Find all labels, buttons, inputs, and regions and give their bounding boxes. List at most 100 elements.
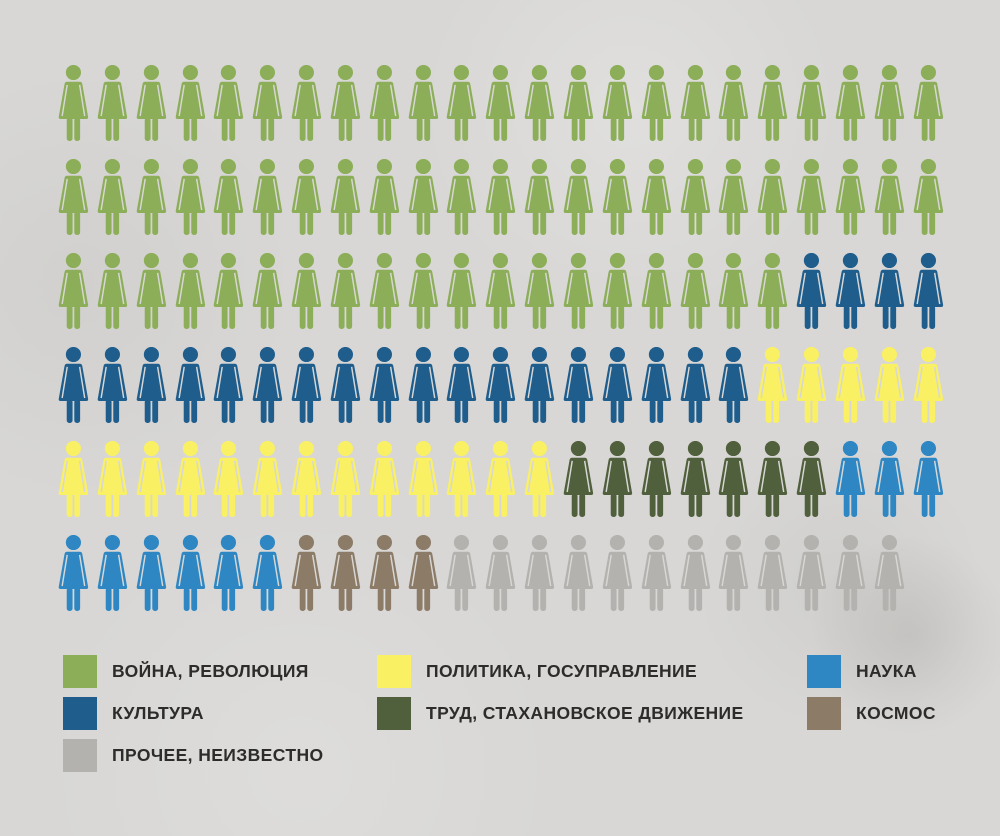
legend-swatch [807,655,841,688]
legend-swatch [807,696,841,730]
person-icon [174,65,206,142]
legend: ВОЙНА, РЕВОЛЮЦИЯ КУЛЬТУРА ПРОЧЕЕ, НЕИЗВЕ… [0,655,1000,815]
person-icon [57,65,89,142]
person-icon [57,346,89,424]
person-icon [96,346,128,424]
person-icon [174,158,206,236]
person-icon [291,252,322,330]
person-icon [562,252,594,330]
person-icon [135,158,167,236]
person-icon [57,440,89,518]
person-icon [407,158,439,236]
person-icon [873,65,905,142]
person-icon [407,252,439,330]
person-icon [912,158,944,236]
pictogram-row [54,252,954,331]
legend-label: ПРОЧЕЕ, НЕИЗВЕСТНО [112,744,324,765]
person-icon [174,534,206,612]
person-icon [291,534,322,612]
person-icon [718,346,750,424]
person-icon [252,65,284,142]
person-icon [601,440,633,518]
person-icon [329,346,361,424]
person-icon [640,252,672,330]
person-icon [213,440,245,518]
person-icon [796,65,827,142]
legend-swatch [63,738,97,772]
person-icon [291,346,322,424]
person-icon [912,346,944,424]
person-icon [757,440,789,518]
person-icon [757,346,789,424]
person-icon [873,534,905,612]
person-icon [679,252,711,330]
person-icon [562,65,594,142]
person-icon [213,346,245,424]
legend-swatch [63,655,97,688]
person-icon [873,158,905,236]
person-icon [213,252,245,330]
legend-item-culture: КУЛЬТУРА [63,696,324,730]
legend-swatch [63,696,97,730]
person-icon [601,65,633,142]
person-icon [407,534,439,612]
legend-item-other-unknown: ПРОЧЕЕ, НЕИЗВЕСТНО [63,738,324,772]
legend-item-politics: ПОЛИТИКА, ГОСУПРАВЛЕНИЕ [377,655,744,688]
person-icon [718,440,750,518]
person-icon [329,534,361,612]
person-icon [601,346,633,424]
person-icon [873,440,905,518]
person-icon [252,440,284,518]
person-icon [679,346,711,424]
person-icon [679,440,711,518]
person-icon [757,65,789,142]
person-icon [329,158,361,236]
person-icon [679,534,711,612]
legend-label: КУЛЬТУРА [112,702,204,723]
person-icon [834,158,866,236]
pictogram-row [54,534,954,613]
person-icon [135,534,167,612]
person-icon [524,440,555,518]
pictogram-row [54,158,954,237]
person-icon [213,158,245,236]
legend-item-labor-stakhanovite: ТРУД, СТАХАНОВСКОЕ ДВИЖЕНИЕ [377,696,744,730]
person-icon [524,346,555,424]
person-icon [524,534,555,612]
person-icon [96,65,128,142]
person-icon [485,252,517,330]
person-icon [368,534,400,612]
person-icon [601,158,633,236]
person-icon [485,534,517,612]
person-icon [640,440,672,518]
legend-label: ПОЛИТИКА, ГОСУПРАВЛЕНИЕ [426,661,698,681]
person-icon [834,440,866,518]
person-icon [57,534,89,612]
person-icon [368,158,400,236]
person-icon [407,346,439,424]
person-icon [485,440,517,518]
person-icon [213,534,245,612]
person-icon [601,252,633,330]
person-icon [524,158,555,236]
legend-item-space: КОСМОС [807,696,936,730]
legend-label: КОСМОС [856,702,936,723]
person-icon [368,346,400,424]
person-icon [446,440,478,518]
person-icon [368,440,400,518]
person-icon [485,158,517,236]
person-icon [213,65,245,142]
person-icon [562,158,594,236]
person-icon [57,158,89,236]
person-icon [562,534,594,612]
pictogram [54,65,954,629]
person-icon [562,440,594,518]
person-icon [873,252,905,330]
person-icon [912,440,944,518]
legend-swatch [377,696,411,730]
person-icon [718,65,750,142]
person-icon [640,65,672,142]
legend-swatch [377,655,411,688]
person-icon [834,346,866,424]
person-icon [446,158,478,236]
